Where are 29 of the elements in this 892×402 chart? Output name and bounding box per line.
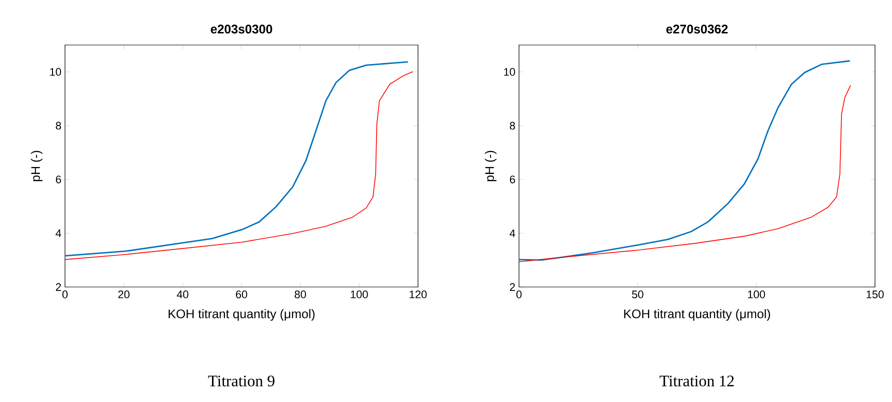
x-tick-label: 80: [294, 290, 306, 298]
y-tick-label: 6: [56, 176, 61, 184]
y-tick-label: 2: [56, 283, 61, 291]
text: Titration 12: [660, 376, 734, 386]
x-tick-label: 0: [516, 290, 522, 298]
x-axis-title: KOH titrant quantity (μmol): [624, 309, 770, 321]
x-tick-label: 0: [62, 290, 68, 298]
x-tick-label: 150: [866, 290, 884, 298]
y-axis-title: pH (-): [484, 150, 496, 182]
y-tick-label: 10: [50, 68, 62, 76]
chart-title: e203s0300: [210, 24, 272, 34]
x-tick-label: 120: [410, 290, 427, 298]
chart-title: e270s0362: [666, 24, 728, 34]
y-tick-label: 8: [56, 122, 61, 130]
y-tick-label: 4: [56, 229, 62, 237]
x-axis-title: KOH titrant quantity (μmol): [168, 309, 315, 321]
x-tick-label: 20: [118, 290, 130, 298]
x-tick-label: 40: [176, 290, 188, 298]
text: Titration 9: [208, 376, 274, 386]
x-tick-label: 100: [350, 290, 368, 298]
x-tick-label: 60: [236, 290, 248, 298]
y-tick-label: 8: [510, 122, 515, 130]
y-tick-label: 4: [510, 229, 516, 237]
y-tick-label: 2: [510, 283, 515, 291]
y-tick-label: 6: [510, 176, 515, 184]
y-axis-title: pH (-): [30, 150, 42, 182]
y-tick-label: 10: [504, 68, 516, 76]
x-tick-label: 50: [632, 290, 644, 298]
x-tick-label: 100: [748, 290, 766, 298]
